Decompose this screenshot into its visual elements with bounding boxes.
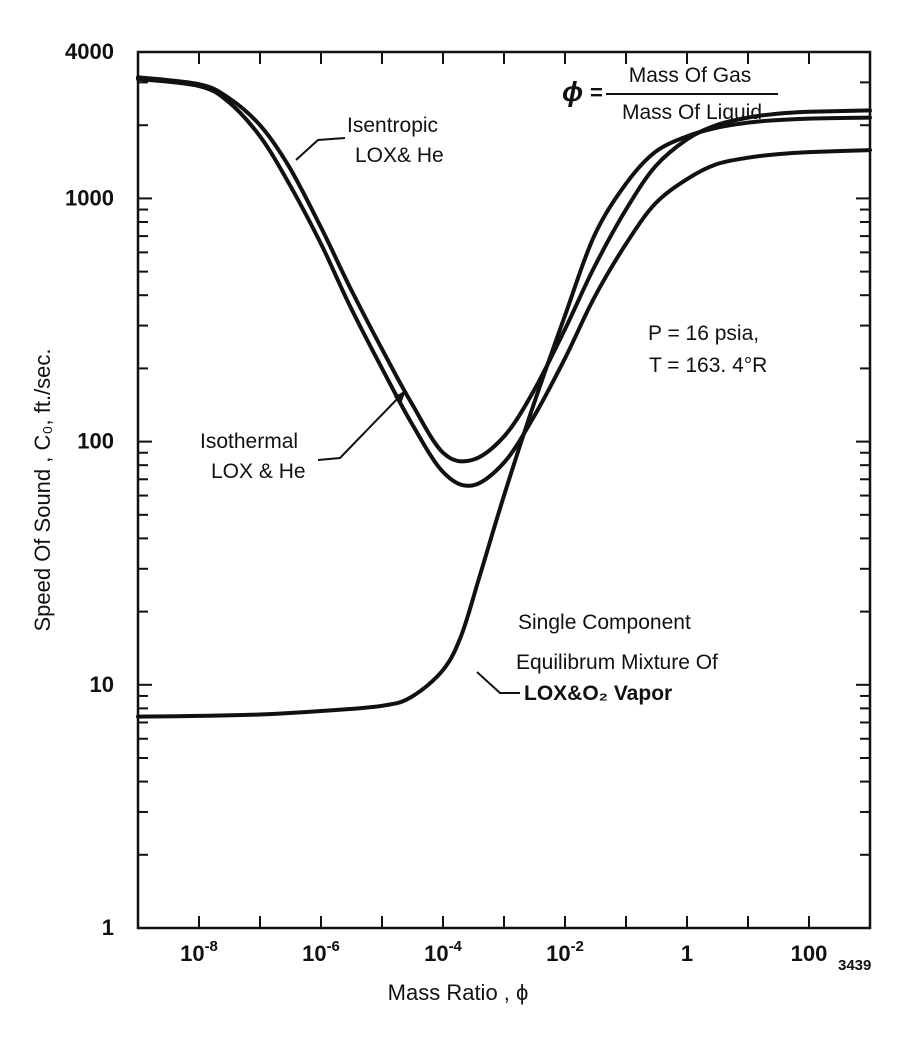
axis-ticks <box>137 51 871 929</box>
isothermal-curve <box>136 76 872 488</box>
isentropic-curve <box>136 75 872 464</box>
isothermal-leader-arrowhead <box>394 390 406 404</box>
single-component-label-line2: Equilibrum Mixture Of <box>516 651 718 674</box>
x-tick-label: 10-8 <box>180 938 218 966</box>
conditions-annotation: P = 16 psia, T = 163. 4°R <box>648 322 767 377</box>
y-tick-label: 1 <box>102 915 114 940</box>
phi-definition: ϕ = Mass Of Gas Mass Of Liquid <box>562 64 778 124</box>
single-component-leader-line <box>476 671 520 694</box>
phi-symbol: ϕ <box>562 76 583 107</box>
temperature-label: T = 163. 4°R <box>649 354 767 377</box>
data-curves <box>136 75 872 719</box>
x-tick-label: 10-4 <box>424 938 462 966</box>
figure-number: 3439 <box>838 957 871 974</box>
phi-numerator: Mass Of Gas <box>629 64 752 87</box>
phi-denominator: Mass Of Liquid <box>622 101 762 124</box>
pressure-label: P = 16 psia, <box>648 322 759 345</box>
isothermal-label-line2: LOX & He <box>211 460 306 483</box>
x-axis-title: Mass Ratio , ϕ <box>388 980 529 1005</box>
y-tick-label: 1000 <box>65 185 114 210</box>
phi-equals: = <box>590 80 603 105</box>
y-tick-label: 100 <box>77 429 114 454</box>
y-tick-labels: 1 10 100 1000 4000 <box>65 39 114 940</box>
isentropic-label-line2: LOX& He <box>355 144 444 167</box>
x-tick-label: 1 <box>681 941 693 966</box>
single-component-label-line3: LOX&O₂ Vapor <box>524 682 672 705</box>
leader-lines <box>295 137 520 694</box>
y-tick-label: 4000 <box>65 39 114 64</box>
x-tick-labels: 10-8 10-6 10-4 10-2 1 100 <box>180 938 827 966</box>
isothermal-label-line1: Isothermal <box>200 430 298 453</box>
isentropic-label-line1: Isentropic <box>347 114 438 137</box>
single-component-label-line1: Single Component <box>518 611 691 634</box>
x-tick-label: 100 <box>791 941 828 966</box>
x-tick-label: 10-6 <box>302 938 340 966</box>
y-tick-label: 10 <box>90 672 114 697</box>
single-component-curve <box>136 115 872 719</box>
isothermal-leader-line <box>317 395 401 461</box>
isentropic-leader-line <box>295 137 346 161</box>
x-tick-label: 10-2 <box>546 938 584 966</box>
y-axis-title: Speed Of Sound , C₀, ft./sec. <box>30 348 55 631</box>
